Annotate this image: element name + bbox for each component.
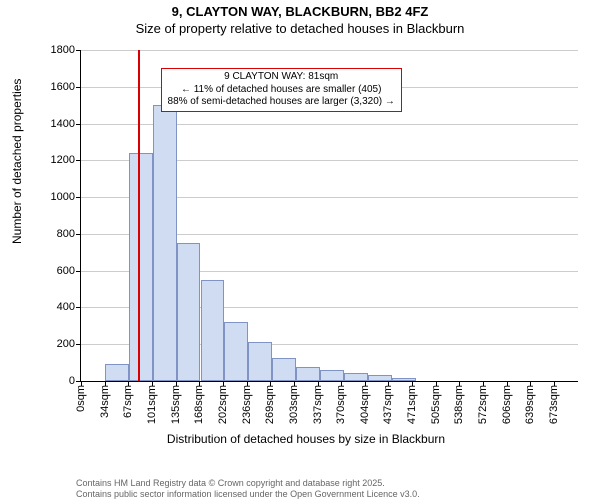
annotation-line: 9 CLAYTON WAY: 81sqm <box>168 71 395 84</box>
x-tick-label: 337sqm <box>312 381 324 424</box>
footer-line-1: Contains HM Land Registry data © Crown c… <box>76 478 420 489</box>
chart-container: Number of detached properties 0200400600… <box>28 44 584 444</box>
y-tick-label: 1800 <box>51 44 81 56</box>
histogram-bar <box>320 370 344 381</box>
histogram-bar <box>224 322 248 381</box>
chart-title-address: 9, CLAYTON WAY, BLACKBURN, BB2 4FZ <box>0 4 600 19</box>
histogram-bar <box>177 243 201 381</box>
x-tick-label: 538sqm <box>453 381 465 424</box>
histogram-bar <box>272 358 296 381</box>
x-tick-label: 404sqm <box>359 381 371 424</box>
y-tick-label: 200 <box>57 338 81 350</box>
x-tick-label: 606sqm <box>501 381 513 424</box>
y-tick-label: 400 <box>57 301 81 313</box>
plot-area: 0200400600800100012001400160018000sqm34s… <box>80 50 578 382</box>
x-tick-label: 67sqm <box>122 381 134 418</box>
histogram-bar <box>153 105 177 381</box>
x-tick-label: 437sqm <box>382 381 394 424</box>
histogram-bar <box>129 153 153 381</box>
x-tick-label: 505sqm <box>430 381 442 424</box>
histogram-bar <box>105 364 129 381</box>
y-axis-label: Number of detached properties <box>10 79 24 244</box>
x-tick-label: 639sqm <box>524 381 536 424</box>
x-tick-label: 572sqm <box>477 381 489 424</box>
y-tick-label: 1000 <box>51 191 81 203</box>
annotation-line: ← 11% of detached houses are smaller (40… <box>168 84 395 97</box>
x-tick-label: 135sqm <box>170 381 182 424</box>
attribution-footer: Contains HM Land Registry data © Crown c… <box>76 478 420 500</box>
property-marker-line <box>138 50 140 381</box>
y-tick-label: 1600 <box>51 81 81 93</box>
y-tick-label: 600 <box>57 265 81 277</box>
annotation-line: 88% of semi-detached houses are larger (… <box>168 96 395 109</box>
x-tick-label: 34sqm <box>99 381 111 418</box>
y-tick-label: 800 <box>57 228 81 240</box>
x-tick-label: 202sqm <box>217 381 229 424</box>
x-tick-label: 303sqm <box>288 381 300 424</box>
x-tick-label: 236sqm <box>241 381 253 424</box>
x-tick-label: 101sqm <box>146 381 158 424</box>
chart-title-block: 9, CLAYTON WAY, BLACKBURN, BB2 4FZ Size … <box>0 4 600 36</box>
histogram-bar <box>201 280 225 381</box>
gridline <box>81 50 578 51</box>
footer-line-2: Contains public sector information licen… <box>76 489 420 500</box>
y-tick-label: 1200 <box>51 154 81 166</box>
y-tick-label: 1400 <box>51 118 81 130</box>
x-tick-label: 471sqm <box>406 381 418 424</box>
x-axis-label: Distribution of detached houses by size … <box>28 432 584 446</box>
annotation-box: 9 CLAYTON WAY: 81sqm← 11% of detached ho… <box>161 68 402 112</box>
histogram-bar <box>296 367 320 381</box>
x-tick-label: 370sqm <box>335 381 347 424</box>
chart-title-subtitle: Size of property relative to detached ho… <box>0 21 600 36</box>
x-tick-label: 673sqm <box>548 381 560 424</box>
x-tick-label: 168sqm <box>193 381 205 424</box>
histogram-bar <box>392 378 416 381</box>
histogram-bar <box>344 373 368 381</box>
histogram-bar <box>368 375 392 381</box>
x-tick-label: 269sqm <box>264 381 276 424</box>
x-tick-label: 0sqm <box>75 381 87 412</box>
histogram-bar <box>248 342 272 381</box>
